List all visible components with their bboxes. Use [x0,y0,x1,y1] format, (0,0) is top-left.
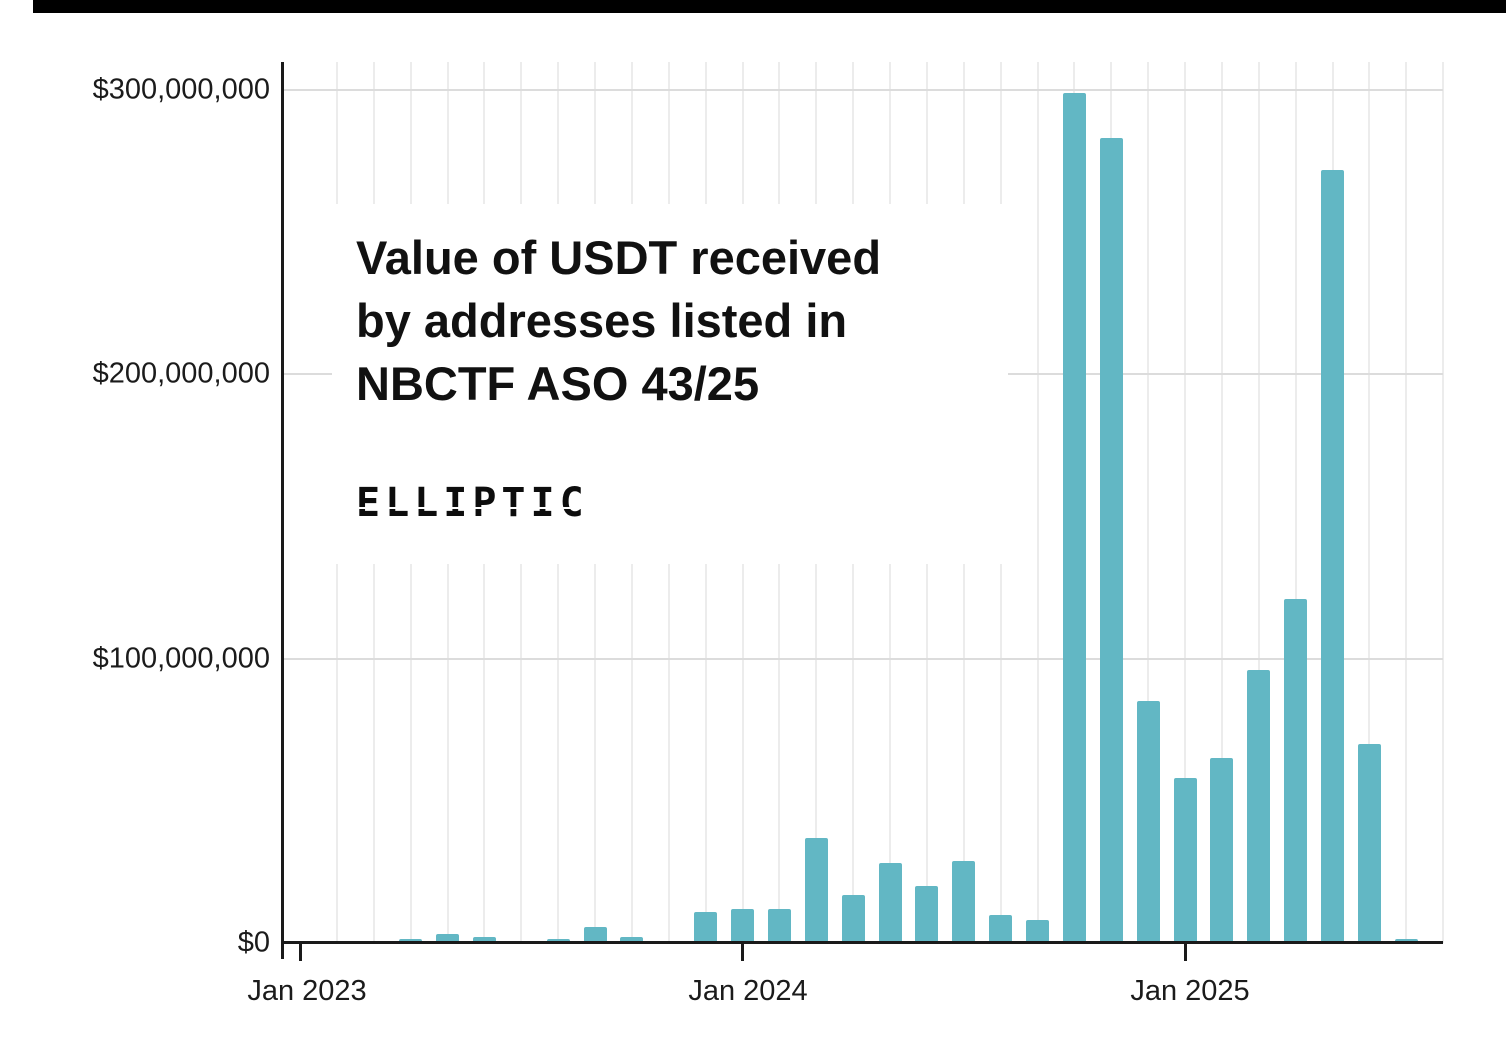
title-overlay: Value of USDT received by addresses list… [332,204,1008,564]
bar-aug-2023 [546,938,570,943]
bar-may-2025 [1321,169,1344,943]
bar-jun-2024 [915,886,939,943]
chart-title-line-3: NBCTF ASO 43/25 [356,357,760,410]
y-axis-line [281,62,284,959]
top-black-strip [33,0,1506,13]
bar-nov-2024 [1099,138,1123,943]
x-axis-tick [298,941,302,961]
bar-may-2024 [878,863,902,943]
bar-feb-2025 [1210,758,1234,943]
vertical-gridline [1368,62,1371,943]
x-axis-tick [1183,941,1187,961]
bar-jun-2023 [472,937,496,943]
y-tick-label-100m: $100,000,000 [92,642,270,675]
chart-title-line-1: Value of USDT received [356,231,882,284]
bar-mar-2025 [1247,670,1271,943]
elliptic-logo: ELLIPTIC [356,480,592,526]
bar-oct-2024 [1062,92,1086,943]
bar-mar-2024 [804,837,828,943]
bar-apr-2025 [1284,598,1308,943]
bar-sep-2023 [583,927,607,943]
vertical-gridline [1257,62,1260,943]
vertical-gridline [1036,62,1039,943]
bar-oct-2023 [620,937,644,943]
bar-apr-2023 [399,938,423,943]
bar-apr-2024 [841,894,865,943]
bar-jan-2024 [731,908,754,943]
bar-jun-2025 [1357,743,1381,943]
bar-dec-2023 [694,911,718,943]
bar-jul-2024 [952,860,976,943]
horizontal-gridline [283,89,1443,91]
vertical-gridline [1405,62,1408,943]
bar-jan-2025 [1173,778,1197,943]
bar-sep-2024 [1026,920,1049,943]
x-tick-label-jan-2024: Jan 2024 [688,975,808,1007]
y-tick-label-300m: $300,000,000 [92,73,270,106]
vertical-gridline [1147,62,1150,943]
vertical-gridline [1220,62,1223,943]
vertical-gridline [1184,62,1186,943]
x-axis-line [281,941,1443,944]
vertical-gridline [1442,62,1445,943]
vertical-gridline [1294,62,1297,943]
chart-title: Value of USDT received by addresses list… [356,226,881,415]
horizontal-gridline [283,657,1443,660]
bar-jul-2025 [1394,938,1418,943]
bar-feb-2024 [767,908,791,943]
bar-dec-2024 [1136,701,1160,943]
bar-aug-2024 [989,914,1013,943]
x-tick-label-jan-2025: Jan 2025 [1130,975,1250,1007]
y-tick-label-0: $0 [237,926,270,959]
x-tick-label-jan-2023: Jan 2023 [247,975,367,1007]
y-tick-label-200m: $200,000,000 [92,357,270,390]
chart-title-line-2: by addresses listed in [356,294,848,347]
x-axis-tick [741,941,744,961]
bar-may-2023 [436,934,459,943]
